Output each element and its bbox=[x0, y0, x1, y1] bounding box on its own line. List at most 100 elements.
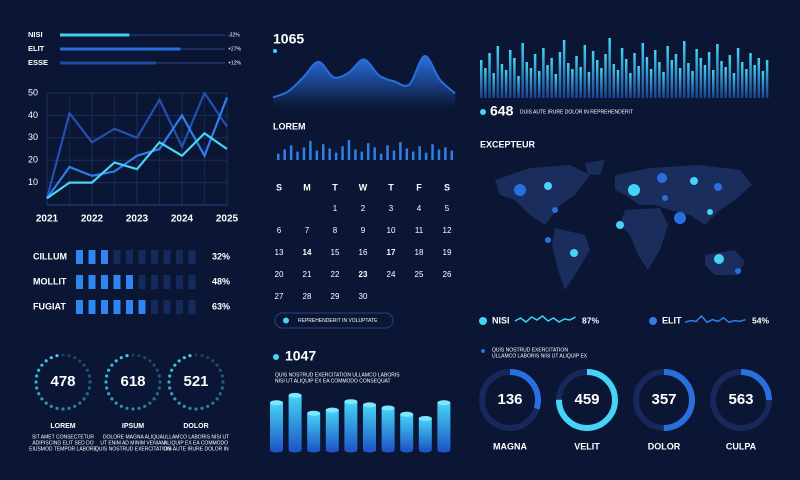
cylinder-base bbox=[344, 447, 358, 453]
calendar-day: 16 bbox=[359, 248, 368, 257]
bar bbox=[341, 146, 344, 160]
gauge-dot bbox=[157, 374, 161, 378]
segment bbox=[88, 300, 96, 314]
cylinder-cap bbox=[307, 410, 321, 416]
calendar-day: 11 bbox=[415, 226, 424, 235]
gauge-dot bbox=[35, 386, 39, 390]
spectrum-bar bbox=[562, 40, 566, 98]
line-series bbox=[46, 131, 228, 200]
gauge-text: ALIQUIP EX EA COMMODO bbox=[164, 440, 228, 446]
gauge-dot bbox=[125, 354, 129, 358]
progress-bar bbox=[60, 47, 181, 51]
segment bbox=[101, 300, 108, 314]
gauge-dot bbox=[104, 380, 108, 384]
calendar-day: 25 bbox=[415, 270, 424, 279]
gauge-dot bbox=[220, 374, 224, 378]
spectrum-subtitle: DUIS AUTE IRURE DOLOR IN REPREHENDERIT bbox=[520, 109, 633, 115]
segment bbox=[138, 300, 146, 314]
weekday: M bbox=[303, 182, 311, 192]
progress-track bbox=[60, 34, 225, 36]
segment-value: 32% bbox=[212, 251, 230, 261]
weekday: W bbox=[359, 182, 368, 192]
spectrum-bar bbox=[637, 66, 640, 98]
map-title: EXCEPTEUR bbox=[480, 139, 536, 149]
gauge-dot bbox=[218, 368, 222, 372]
segment bbox=[126, 250, 133, 264]
spectrum-bar bbox=[625, 59, 628, 98]
donut-label: CULPA bbox=[726, 441, 757, 451]
cylinder bbox=[437, 402, 451, 450]
gauge-dot bbox=[73, 404, 77, 408]
donut-arc bbox=[479, 369, 541, 431]
cylinder-cap bbox=[288, 392, 302, 398]
calendar-day: 24 bbox=[387, 270, 396, 279]
segment bbox=[101, 250, 108, 264]
gauge-dot bbox=[143, 356, 147, 360]
spectrum-bar bbox=[666, 46, 669, 98]
progress-annotation: +27% bbox=[228, 46, 241, 52]
calendar-day: 20 bbox=[275, 270, 284, 279]
bar bbox=[296, 151, 299, 160]
progress-annotation: -32% bbox=[228, 32, 240, 38]
spectrum-bar bbox=[488, 53, 491, 98]
gauge-dot bbox=[88, 380, 92, 384]
gauge-dot bbox=[168, 386, 172, 390]
segment bbox=[151, 275, 158, 289]
calendar-day: 5 bbox=[445, 204, 450, 213]
gauge-dot bbox=[206, 404, 210, 408]
calendar-day: 9 bbox=[361, 226, 366, 235]
cylinder bbox=[270, 402, 283, 450]
cylinder-base bbox=[325, 447, 339, 453]
calendar-day: 7 bbox=[305, 226, 310, 235]
segment bbox=[176, 250, 183, 264]
gauge-dot bbox=[173, 363, 177, 367]
gauge-dot bbox=[157, 386, 161, 390]
gauge-dot bbox=[110, 397, 114, 401]
button[interactable] bbox=[274, 312, 394, 329]
gauge-dot bbox=[200, 354, 204, 358]
cylinder-base bbox=[363, 447, 376, 453]
donut-label: VELIT bbox=[574, 441, 600, 451]
calendar-day: 27 bbox=[275, 292, 284, 301]
y-tick-label: 40 bbox=[28, 110, 38, 120]
weekday: F bbox=[416, 182, 422, 192]
gauge-text: SIT AMET CONSECTETUR bbox=[32, 434, 94, 440]
gauge-dot bbox=[44, 401, 48, 405]
sparkline bbox=[684, 314, 746, 324]
sparkline-label: NISI bbox=[492, 315, 510, 325]
gauge-dot bbox=[119, 356, 123, 360]
gauge-dot bbox=[40, 397, 44, 401]
spectrum-bar bbox=[641, 43, 645, 98]
donut-arc bbox=[710, 369, 772, 431]
gauge-dot bbox=[137, 354, 141, 358]
bar bbox=[412, 151, 415, 160]
calendar-day: 13 bbox=[275, 248, 284, 257]
gauge-dot bbox=[167, 380, 171, 384]
gauge-dot bbox=[55, 406, 59, 410]
calendar-day: 8 bbox=[333, 226, 338, 235]
calendar-day: 21 bbox=[303, 270, 312, 279]
segment bbox=[88, 250, 96, 264]
x-tick-label: 2022 bbox=[81, 214, 104, 225]
cylinder bbox=[363, 404, 376, 450]
segment bbox=[163, 300, 171, 314]
calendar-day: 23 bbox=[359, 270, 368, 279]
segment-value: 48% bbox=[212, 276, 230, 286]
segment-label: FUGIAT bbox=[33, 301, 66, 311]
gauge-dot bbox=[152, 363, 156, 367]
segment bbox=[101, 275, 108, 289]
segment bbox=[188, 275, 196, 289]
gauge-dot bbox=[44, 359, 48, 363]
gauge-dot bbox=[85, 392, 89, 396]
gauge-dot bbox=[105, 374, 109, 378]
calendar-day: 28 bbox=[303, 292, 312, 301]
gauge-dot bbox=[110, 363, 114, 367]
spectrum-bar bbox=[620, 48, 624, 98]
gauge-text: ADIPISCING ELIT SED DO bbox=[32, 440, 93, 446]
y-tick-label: 10 bbox=[28, 177, 38, 187]
cylinder-base bbox=[307, 447, 321, 453]
gauge-dot bbox=[37, 368, 41, 372]
gauge-dot bbox=[114, 401, 118, 405]
area bbox=[273, 55, 455, 108]
gauge-value: 521 bbox=[183, 373, 208, 390]
